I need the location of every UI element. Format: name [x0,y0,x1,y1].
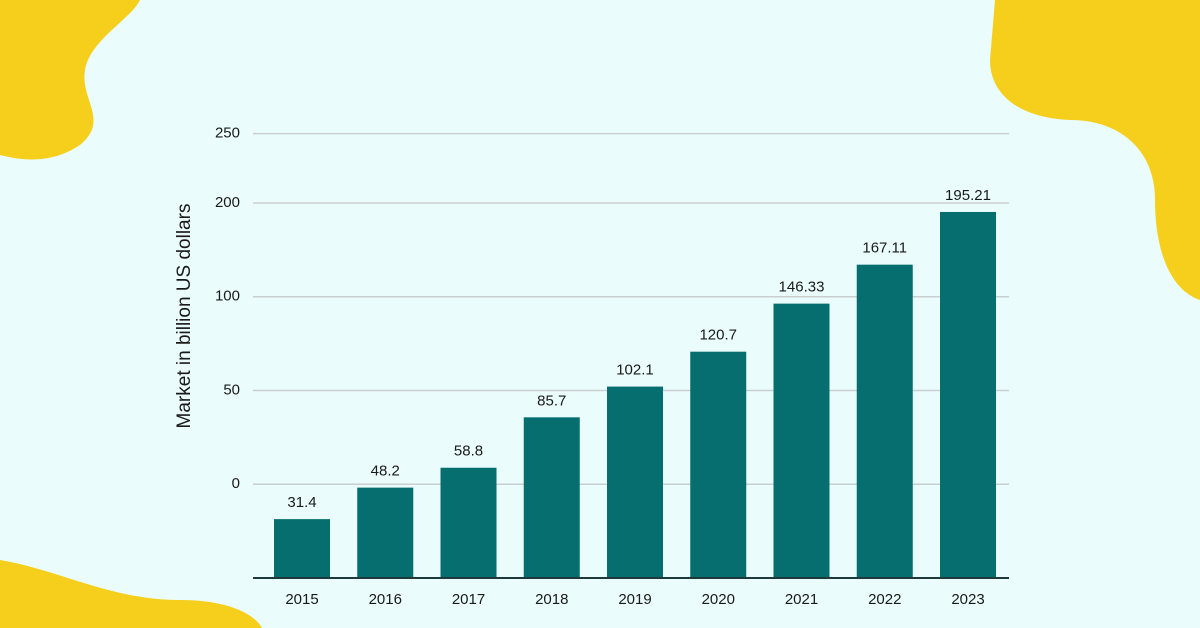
bar [357,487,414,578]
x-tick-label: 2017 [452,591,485,608]
bar [523,417,580,578]
x-tick-label: 2015 [285,591,318,608]
value-label: 48.2 [371,463,400,480]
decor-blob [990,0,1200,300]
x-tick-label: 2020 [702,591,735,608]
y-tick-label: 250 [215,125,240,142]
x-tick-label: 2023 [951,591,984,608]
value-label: 31.4 [287,494,316,511]
bar [440,467,497,578]
value-label: 195.21 [945,187,991,204]
value-label: 167.11 [862,240,907,257]
x-tick-label: 2019 [618,591,651,608]
x-tick-label: 2022 [868,591,901,608]
y-axis-title: Market in billion US dollars [174,204,195,429]
decor-blob [0,560,262,628]
bar [940,211,996,578]
value-label: 58.8 [454,443,483,460]
y-tick-label: 200 [215,194,240,211]
y-tick-label: 0 [232,475,240,492]
bar [690,351,747,578]
decor-blob [0,0,140,160]
x-tick-label: 2021 [785,591,818,608]
value-label: 146.33 [779,279,825,296]
bar [773,303,830,578]
value-label: 85.7 [537,392,566,409]
bar [274,519,330,578]
value-label: 120.7 [699,327,737,344]
y-tick-label: 100 [215,288,240,305]
bar [607,386,663,578]
x-tick-label: 2016 [369,591,402,608]
x-tick-label: 2018 [535,591,568,608]
y-tick-label: 50 [223,381,240,398]
value-label: 102.1 [616,362,654,379]
bar [856,264,913,578]
